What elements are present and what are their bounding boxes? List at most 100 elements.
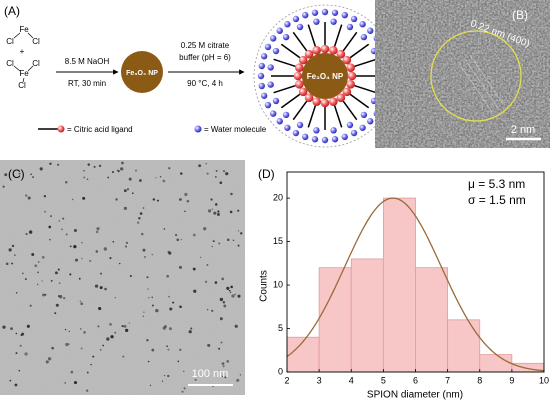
particle [142,248,146,252]
water-molecule [360,111,368,119]
water-molecule [284,124,291,131]
particle [18,369,21,372]
particle [214,175,217,178]
particle [24,352,28,356]
particle [5,262,9,266]
particle [68,330,70,333]
particle [211,309,214,312]
particle [100,272,102,275]
panel-d: (D) SPION diameter (nm) Counts μ = 5.3 n… [258,167,549,400]
particle [14,383,18,387]
particle [147,288,149,290]
particle [199,256,202,259]
particle [80,328,82,330]
particle [215,169,218,172]
particle [80,302,84,306]
bar [447,319,481,373]
particle [159,175,162,178]
particle [28,230,33,234]
particle [167,374,170,378]
condition: 8.5 M NaOH [65,57,110,66]
particle [222,170,226,173]
water-molecule [350,129,358,137]
water-molecule [284,21,291,28]
particle [31,253,35,256]
water-molecule [330,127,337,134]
ligand-head [295,80,304,89]
particle [186,199,190,203]
ligand-head [295,63,304,72]
particle [93,165,96,168]
particle [192,267,196,271]
particle [138,217,141,220]
ligand [280,43,303,61]
panel-label: (D) [258,167,275,181]
particle [62,217,65,220]
particle [50,279,53,282]
atom: Cl [6,59,14,68]
particle [64,382,67,384]
particle [71,198,74,201]
condition: 0.25 M citrate [181,41,230,50]
particle [65,342,69,347]
particle [146,276,149,279]
water-molecule [264,101,272,109]
reactant: Cl Fe Cl + Cl Fe Cl Cl [6,25,40,90]
particle [161,380,164,382]
water-molecule [350,15,358,23]
particle [142,315,145,318]
particle [24,278,27,280]
x-tick-label: 4 [349,375,354,385]
water-molecule [258,62,265,70]
particle [83,169,85,172]
ligand [332,102,343,128]
particle [229,291,232,294]
ligand [292,31,310,54]
y-tick-label: 5 [278,323,283,333]
water-molecule [264,43,272,51]
particle [99,348,102,351]
particle [234,324,238,328]
particle [10,327,13,331]
panel-label: (C) [8,167,25,181]
ligand-head [312,46,321,55]
particle [34,264,38,268]
particle [54,271,58,275]
particle [15,292,18,294]
particle [194,378,197,381]
particle [29,304,32,307]
particle [218,242,221,245]
particle [2,185,5,188]
particle [114,297,116,299]
particle [184,210,186,213]
water-molecule [331,136,339,143]
particle [104,287,107,291]
particle [14,254,16,256]
particle [137,221,140,224]
particle [85,389,89,392]
water-molecule [330,18,337,25]
water-molecule [346,121,354,129]
water-molecule [270,35,277,42]
particle [20,333,23,337]
particle [228,289,231,292]
particle [167,250,170,254]
panel-b: 0.22 nm (400) (B) 2 nm [375,0,550,148]
particle [58,220,60,222]
ligand [347,91,370,109]
ligand-head [298,87,308,97]
particle [112,240,115,243]
y-tick-label: 10 [273,279,283,289]
particle [121,161,124,165]
ligand-head [304,49,314,59]
particle [234,293,236,296]
x-tick-label: 10 [539,375,549,385]
particle [135,169,137,172]
ligand [351,58,377,69]
particle [163,374,166,377]
particle [237,244,240,247]
particle [124,245,128,248]
particle [236,378,240,383]
particle [221,375,224,377]
